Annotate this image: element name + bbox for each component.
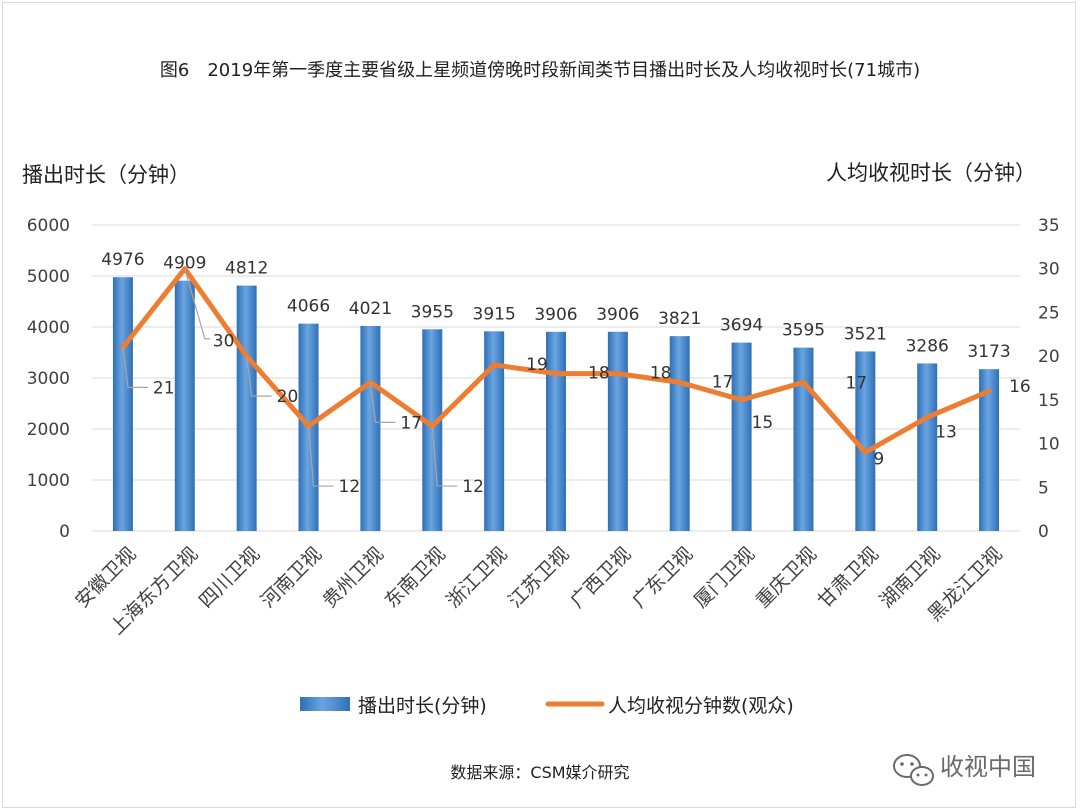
bar — [360, 325, 381, 531]
bar — [546, 331, 566, 531]
wechat-icon — [893, 754, 934, 786]
bar-value-label: 4909 — [163, 254, 206, 274]
line-label-leader — [307, 426, 334, 487]
line-label-leader — [431, 426, 458, 487]
line-value-label: 17 — [400, 413, 422, 433]
watermark-text: 收视中国 — [940, 753, 1036, 781]
bar-value-label: 3595 — [782, 321, 825, 341]
bar — [979, 369, 1000, 531]
line-value-label: 16 — [1009, 377, 1031, 397]
left-tick-label: 4000 — [27, 318, 70, 338]
line-label-leader — [184, 268, 210, 340]
line-value-label: 19 — [526, 355, 548, 375]
bar — [236, 285, 257, 531]
bar-value-label: 3521 — [844, 324, 887, 344]
bar — [793, 347, 814, 531]
bar-value-label: 3821 — [658, 309, 701, 329]
bar — [855, 351, 876, 531]
line-value-label: 20 — [277, 387, 299, 407]
line-value-label: 12 — [462, 477, 484, 497]
category-labels: 安徽卫视上海东方卫视四川卫视河南卫视贵州卫视东南卫视浙江卫视江苏卫视广西卫视广东… — [71, 543, 1006, 639]
bar-value-label: 3694 — [720, 316, 763, 336]
bar-value-label: 4812 — [225, 259, 268, 279]
right-axis-title: 人均收视时长（分钟） — [826, 161, 1036, 185]
bar — [731, 342, 752, 531]
line-value-label: 17 — [845, 373, 867, 393]
line-label-leader — [369, 382, 396, 423]
bar — [112, 277, 133, 531]
bar-value-label: 4021 — [349, 299, 392, 319]
bar-value-label: 3955 — [411, 302, 454, 322]
category-label: 东南卫视 — [380, 543, 449, 612]
legend-bar-label: 播出时长(分钟) — [358, 695, 487, 717]
bar-value-label: 3286 — [906, 336, 949, 356]
category-label: 江苏卫视 — [504, 543, 573, 612]
line-data-labels: 21 30 20 12 17 12 19 18 18 17 15 17 9 13 16 — [122, 268, 1031, 497]
right-tick-label: 35 — [1038, 216, 1060, 236]
watermark: 收视中国 — [893, 753, 1036, 786]
line-value-label: 15 — [752, 413, 774, 433]
left-tick-label: 5000 — [27, 267, 70, 287]
category-label: 厦门卫视 — [690, 543, 759, 612]
bar-value-label: 4066 — [287, 297, 330, 317]
bar — [484, 331, 505, 531]
legend-line-label: 人均收视分钟数(观众) — [608, 695, 794, 717]
left-axis-ticks: 0 1000 2000 3000 4000 5000 6000 — [27, 216, 70, 542]
right-tick-label: 10 — [1038, 435, 1060, 455]
right-tick-label: 15 — [1038, 391, 1060, 411]
category-label: 贵州卫视 — [319, 543, 388, 612]
line-value-label: 12 — [339, 477, 361, 497]
left-tick-label: 1000 — [27, 471, 70, 491]
bar-value-label: 3173 — [967, 342, 1010, 362]
left-tick-label: 0 — [59, 522, 70, 542]
line-series — [120, 266, 992, 455]
line-value-label: 13 — [935, 422, 957, 442]
category-label: 广东卫视 — [628, 543, 697, 612]
category-label: 甘肃卫视 — [814, 543, 883, 612]
left-tick-label: 3000 — [27, 369, 70, 389]
right-tick-label: 30 — [1038, 260, 1060, 280]
left-tick-label: 2000 — [27, 420, 70, 440]
category-label: 广西卫视 — [566, 543, 635, 612]
bar-data-labels: 4976 4909 4812 4066 4021 3955 3915 3906 3906 3821… — [101, 250, 1010, 362]
legend: 播出时长(分钟) 人均收视分钟数(观众) — [300, 695, 794, 717]
category-label: 重庆卫视 — [752, 543, 821, 612]
left-tick-label: 6000 — [27, 216, 70, 236]
bar-value-label: 3915 — [473, 304, 516, 324]
legend-bar-swatch — [300, 697, 350, 711]
bar — [174, 280, 195, 531]
line-label-leader — [246, 356, 272, 397]
category-label: 浙江卫视 — [442, 543, 511, 612]
right-axis-ticks: 0 5 10 15 20 25 30 35 — [1038, 216, 1060, 542]
line-value-label: 17 — [712, 372, 734, 392]
right-tick-label: 25 — [1038, 303, 1060, 323]
line-label-leader — [122, 347, 148, 388]
bar-value-label: 3906 — [534, 305, 577, 325]
right-tick-label: 0 — [1038, 522, 1049, 542]
category-label: 河南卫视 — [257, 543, 326, 612]
line-value-label: 21 — [153, 378, 175, 398]
line-value-label: 18 — [650, 364, 672, 384]
right-tick-label: 20 — [1038, 347, 1060, 367]
left-axis-title: 播出时长（分钟） — [22, 163, 190, 187]
bar — [669, 336, 690, 531]
bar-value-label: 4976 — [101, 250, 144, 270]
data-source: 数据来源：CSM媒介研究 — [450, 763, 629, 782]
line-value-label: 30 — [213, 332, 235, 352]
bar-value-label: 3906 — [596, 305, 639, 325]
bar — [917, 363, 938, 531]
right-tick-label: 5 — [1038, 478, 1049, 498]
line-value-label: 18 — [588, 364, 610, 384]
category-label: 四川卫视 — [195, 543, 264, 612]
bar — [607, 331, 628, 531]
chart-title: 图6 2019年第一季度主要省级上星频道傍晚时段新闻类节目播出时长及人均收视时长… — [160, 60, 920, 81]
line-value-label: 9 — [873, 449, 884, 469]
